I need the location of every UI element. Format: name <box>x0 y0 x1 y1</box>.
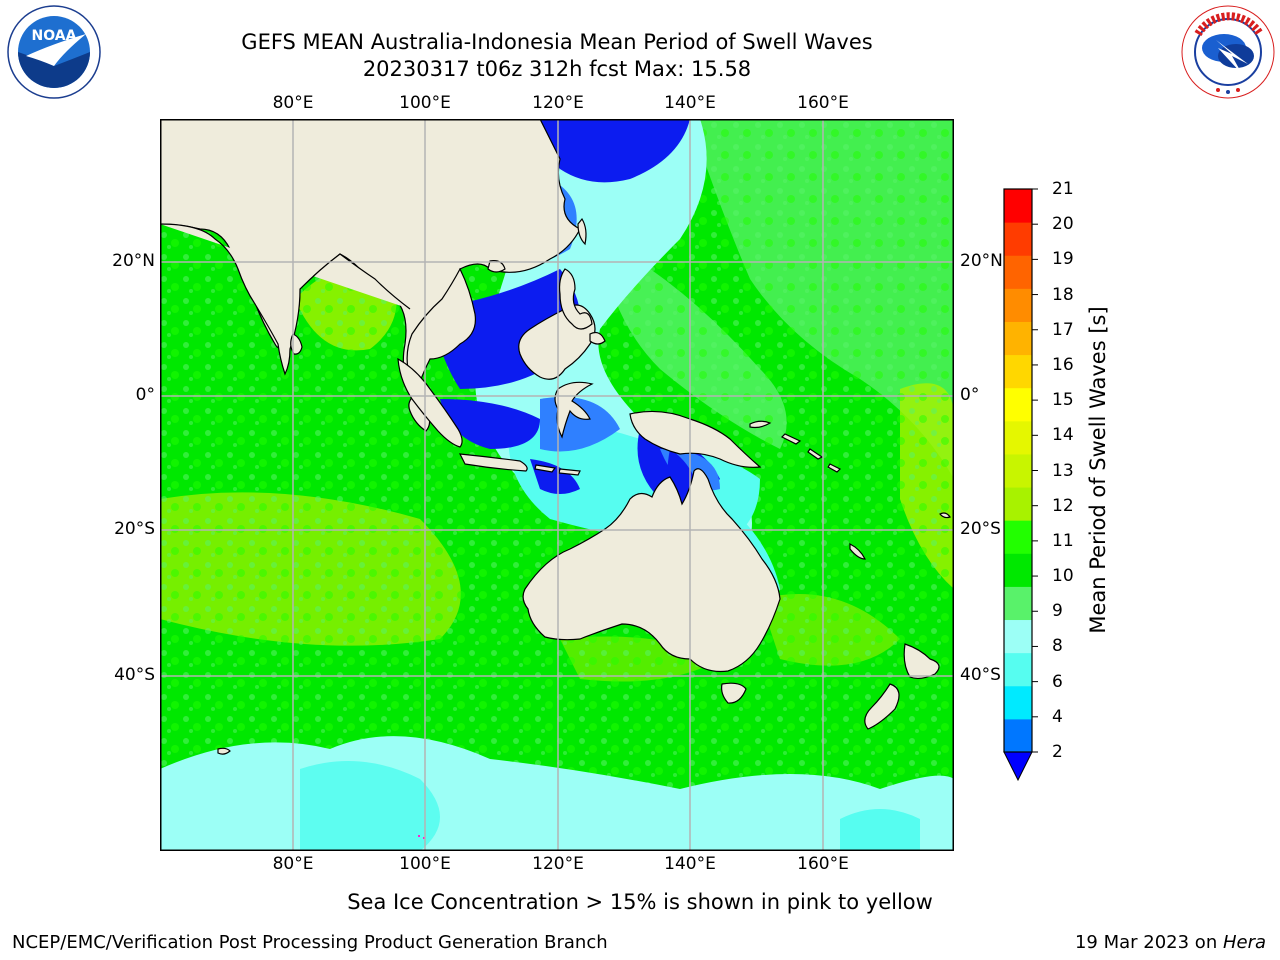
colorbar-tick-label: 2 <box>1052 742 1063 762</box>
lon-label-bottom: 140°E <box>664 854 716 874</box>
colorbar-bin <box>1004 487 1032 521</box>
colorbar-tick-label: 20 <box>1052 214 1074 235</box>
map-title: GEFS MEAN Australia-Indonesia Mean Perio… <box>241 30 873 54</box>
colorbar-bin <box>1004 685 1032 720</box>
colorbar-tick-label: 18 <box>1052 284 1074 305</box>
colorbar-bin <box>1004 222 1032 256</box>
colorbar-tick-label: 21 <box>1052 179 1074 199</box>
lon-label-bottom: 160°E <box>797 854 849 874</box>
lat-label-right: 20°N <box>960 251 1003 271</box>
colorbar-tick-label: 10 <box>1052 566 1074 587</box>
colorbar-tick-label: 19 <box>1052 249 1074 270</box>
southern-cyan-region <box>300 761 440 851</box>
deep-blue-region <box>540 119 690 183</box>
deep-blue-region <box>440 399 540 449</box>
footer-date-text: 19 Mar 2023 on <box>1074 932 1223 953</box>
colorbar-bin <box>1004 520 1032 554</box>
colorbar-tick-label: 17 <box>1052 319 1074 340</box>
lat-label-right: 0° <box>960 385 980 405</box>
colorbar-bin <box>1004 553 1032 587</box>
colorbar-bin <box>1004 453 1032 488</box>
colorbar-bin <box>1004 354 1032 389</box>
colorbar-bin <box>1004 586 1032 621</box>
lon-label-top: 80°E <box>272 93 314 113</box>
taiwan-land <box>577 217 587 246</box>
colorbar-tick-label: 12 <box>1052 495 1074 516</box>
lat-label-left: 20°N <box>112 251 155 271</box>
colorbar-tick-label: 6 <box>1052 671 1063 692</box>
map-frame <box>160 119 954 851</box>
lon-label-top: 140°E <box>664 93 716 113</box>
southern-cyan-region <box>840 809 920 851</box>
swell-period-map <box>160 119 954 851</box>
colorbar-tick-label: 8 <box>1052 636 1063 657</box>
colorbar-bin <box>1004 652 1032 687</box>
colorbar-tick-label: 13 <box>1052 460 1074 481</box>
colorbar-bin <box>1004 255 1032 289</box>
graticule <box>160 119 954 851</box>
noaa-logo-text: NOAA <box>32 28 77 44</box>
hainan-land <box>487 260 506 273</box>
colorbar-bin <box>1004 288 1032 322</box>
colorbar-bin <box>1004 420 1032 455</box>
java-land <box>458 453 528 472</box>
philippines-land <box>558 268 606 345</box>
colorbar-tick-label: 15 <box>1052 390 1074 411</box>
colorbar-bin <box>1004 718 1032 753</box>
sunda-islands <box>534 464 581 476</box>
nws-logo <box>1181 5 1275 99</box>
lon-label-bottom: 100°E <box>399 854 451 874</box>
colorbar-tick-label: 11 <box>1052 530 1074 551</box>
lat-label-right: 40°S <box>960 665 1001 685</box>
colorbar-tick-label: 16 <box>1052 354 1074 375</box>
lat-label-right: 20°S <box>960 519 1001 539</box>
colorbar-tick-label: 4 <box>1052 706 1063 727</box>
lon-label-top: 120°E <box>532 93 584 113</box>
colorbar-tick-label: 9 <box>1052 601 1063 622</box>
kerguelen-land <box>217 747 231 755</box>
colorbar-tick-label: 14 <box>1052 425 1074 446</box>
lat-label-left: 40°S <box>114 665 155 685</box>
australia-land <box>522 468 781 673</box>
colorbar-extend-triangle <box>1003 751 1033 782</box>
map-subtitle: 20230317 t06z 312h fcst Max: 15.58 <box>362 57 752 81</box>
pacific-islands <box>749 420 951 560</box>
noaa-logo: NOAA <box>7 5 101 99</box>
lat-label-left: 20°S <box>114 519 155 539</box>
footer-host: Hera <box>1222 932 1266 953</box>
lon-label-bottom: 80°E <box>272 854 314 874</box>
tasmania-land <box>721 682 747 704</box>
lat-label-left: 0° <box>135 385 155 405</box>
newzealand-land <box>864 643 940 730</box>
land-masses <box>160 119 951 755</box>
lon-label-bottom: 120°E <box>532 854 584 874</box>
sea-ice-specks <box>418 835 425 839</box>
colorbar-title: Mean Period of Swell Waves [s] <box>1086 306 1110 634</box>
colorbar <box>1003 188 1038 782</box>
colorbar-bin <box>1004 189 1032 223</box>
newguinea-land <box>629 410 762 468</box>
sumatra-land <box>397 357 463 448</box>
colorbar-bin <box>1004 387 1032 422</box>
lon-label-top: 100°E <box>399 93 451 113</box>
footer-credit: NCEP/EMC/Verification Post Processing Pr… <box>12 932 608 953</box>
footer-date: 19 Mar 2023 on Hera <box>1075 932 1266 953</box>
colorbar-bin <box>1004 619 1032 654</box>
colorbar-bin <box>1004 321 1032 356</box>
sea-ice-note: Sea Ice Concentration > 15% is shown in … <box>347 890 933 914</box>
lon-label-top: 160°E <box>797 93 849 113</box>
